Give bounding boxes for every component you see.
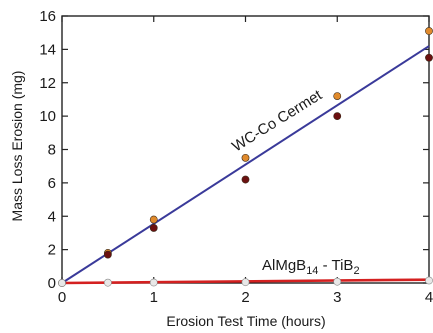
data-point: [103, 278, 112, 287]
data-point: [149, 215, 158, 224]
data-point: [58, 279, 66, 287]
data-point: [425, 276, 433, 285]
y-tick-label: 12: [39, 75, 56, 92]
boride-annotation-sub1: 14: [306, 265, 318, 277]
data-points: [58, 27, 433, 287]
data-point: [241, 175, 250, 184]
y-tick-label: 10: [39, 108, 56, 125]
y-tick-label: 0: [48, 275, 56, 292]
x-tick-label: 2: [241, 289, 249, 306]
fit-line: [61, 45, 430, 284]
boride-annotation-sub2: 2: [353, 265, 359, 277]
boride-annotation-mid: - TiB: [318, 257, 353, 274]
x-tick-label: 4: [425, 289, 433, 306]
y-tick-label: 14: [39, 41, 56, 58]
x-tick-label: 3: [333, 289, 341, 306]
y-tick-label: 6: [48, 175, 56, 192]
x-tick-label: 0: [58, 289, 66, 306]
data-point: [425, 53, 433, 62]
data-point: [103, 250, 112, 259]
data-point: [149, 278, 158, 287]
y-tick-label: 4: [48, 208, 56, 225]
data-point: [333, 277, 342, 286]
x-axis-label: Erosion Test Time (hours): [166, 313, 325, 329]
y-tick-label: 2: [48, 242, 56, 259]
fit-lines: [61, 45, 430, 285]
boride-annotation-main: AlMgB: [262, 257, 306, 274]
y-tick-label: 16: [39, 8, 56, 25]
data-point: [333, 92, 342, 100]
y-axis-label: Mass Loss Erosion (mg): [9, 71, 25, 222]
boride-annotation: AlMgB14 - TiB2: [262, 257, 360, 277]
data-point: [333, 112, 342, 121]
x-tick-label: 1: [150, 289, 158, 306]
data-point: [241, 278, 250, 287]
data-point: [149, 224, 158, 232]
data-point: [241, 153, 250, 162]
data-point: [425, 27, 433, 35]
y-tick-label: 8: [48, 142, 56, 159]
